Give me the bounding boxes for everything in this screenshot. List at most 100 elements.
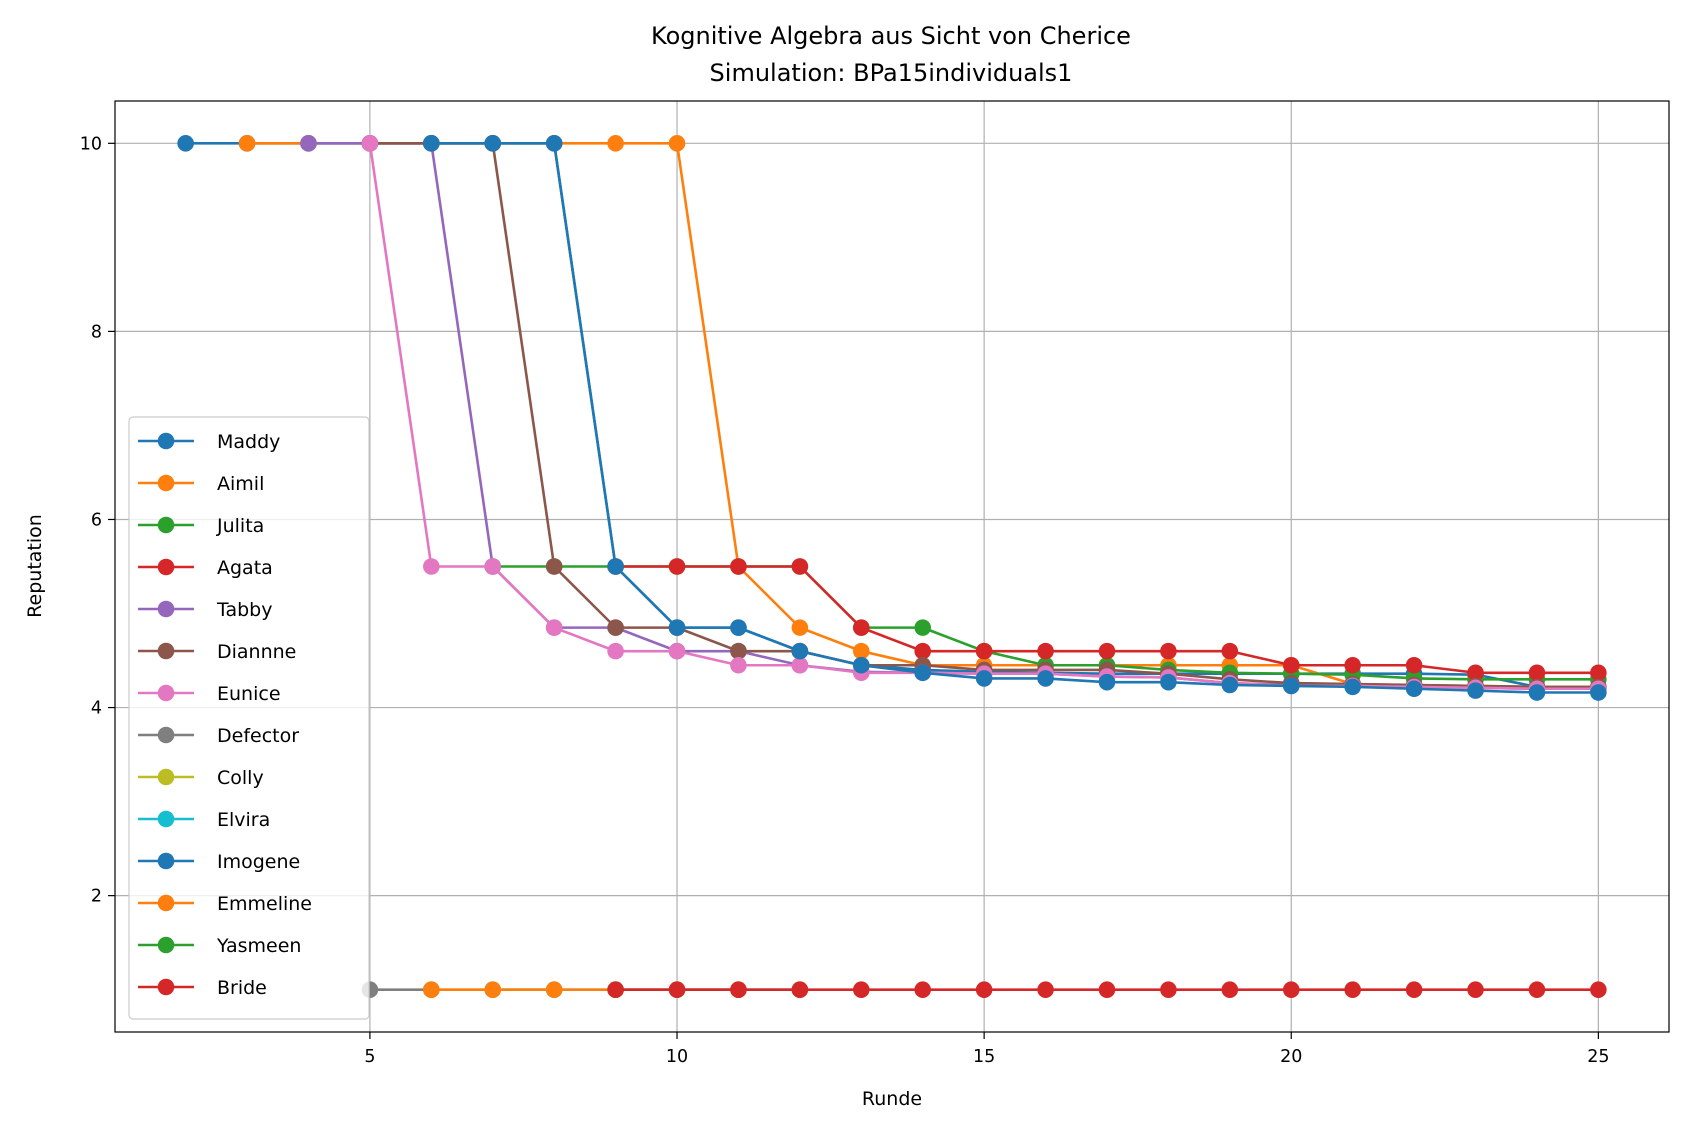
data-point [1098, 642, 1116, 660]
legend-item: Yasmeen [138, 935, 301, 957]
legend-label: Diannne [217, 641, 296, 663]
data-point [852, 642, 870, 660]
legend-label: Agata [217, 557, 273, 579]
data-point [1344, 656, 1361, 674]
y-tick-label: 8 [91, 322, 102, 342]
data-point [668, 642, 686, 660]
x-tick-label: 5 [364, 1047, 375, 1067]
legend-marker [157, 768, 175, 786]
legend-label: Elvira [217, 809, 270, 831]
legend-marker [157, 474, 175, 492]
series-group [177, 135, 1607, 998]
legend-label: Eunice [217, 683, 281, 705]
legend-item: Julita [138, 515, 264, 537]
data-point [668, 135, 686, 152]
data-point [484, 558, 502, 575]
data-point [1590, 981, 1607, 998]
data-point [1160, 642, 1177, 660]
data-point [423, 135, 440, 152]
data-point [607, 642, 624, 660]
data-point [668, 558, 686, 575]
data-point [730, 619, 747, 636]
legend-label: Bride [217, 977, 267, 999]
data-point [361, 135, 379, 152]
data-point [1221, 676, 1239, 694]
data-point [730, 642, 747, 660]
data-point [852, 656, 870, 674]
data-point [177, 135, 194, 152]
legend-marker [157, 852, 175, 870]
chart-subtitle: Simulation: BPa15individuals1 [710, 59, 1073, 87]
data-point [607, 135, 624, 152]
data-point [791, 619, 809, 636]
legend-item: Diannne [138, 641, 296, 663]
legend-label: Yasmeen [216, 935, 301, 957]
data-point [914, 981, 932, 998]
data-point [914, 664, 932, 682]
y-axis-label: Reputation [24, 514, 46, 618]
data-point [975, 670, 993, 687]
y-tick-label: 4 [91, 699, 102, 719]
legend-item: Elvira [138, 809, 270, 831]
data-point [545, 981, 563, 998]
series-line [431, 142, 1599, 694]
data-point [607, 558, 624, 575]
data-point [1282, 677, 1300, 695]
legend-item: Defector [138, 725, 299, 747]
data-point [1528, 981, 1546, 998]
data-point [484, 981, 502, 998]
legend-label: Julita [216, 515, 264, 537]
data-point [914, 642, 932, 660]
legend-label: Imogene [217, 851, 300, 873]
legend: Maddy Aimil Julita Agata Tabby Diannne Eunice D… [128, 416, 370, 1020]
data-point [668, 619, 686, 636]
legend-marker [157, 810, 175, 828]
data-point [1037, 670, 1054, 687]
legend-item: Bride [138, 977, 267, 999]
data-point [730, 981, 747, 998]
data-point [1405, 981, 1423, 998]
data-point [484, 135, 502, 152]
series-agata [607, 558, 1607, 682]
x-axis-label: Runde [862, 1088, 922, 1110]
data-point [668, 981, 686, 998]
legend-marker [157, 684, 175, 702]
data-point [1467, 682, 1484, 699]
axis-ticks: 5 10 15 20 25 2 4 6 8 10 [80, 134, 1610, 1067]
legend-item: Aimil [138, 473, 264, 495]
data-point [1221, 981, 1239, 998]
legend-label: Maddy [217, 431, 280, 453]
x-tick-label: 15 [973, 1047, 995, 1067]
data-point [1098, 981, 1116, 998]
chart-title: Kognitive Algebra aus Sicht von Cherice [651, 22, 1131, 50]
data-point [545, 619, 563, 636]
data-point [730, 558, 747, 575]
legend-label: Tabby [216, 599, 272, 621]
data-point [1405, 656, 1423, 674]
y-tick-label: 6 [91, 510, 102, 530]
legend-item: Agata [138, 557, 273, 579]
legend-label: Defector [217, 725, 299, 747]
legend-item: Maddy [138, 431, 280, 453]
legend-marker [157, 726, 175, 744]
data-point [545, 558, 563, 575]
data-point [975, 642, 993, 660]
legend-label: Emmeline [217, 893, 312, 915]
data-point [1037, 981, 1054, 998]
x-tick-label: 10 [666, 1047, 688, 1067]
legend-marker [157, 894, 175, 912]
legend-marker [157, 432, 175, 450]
data-point [1098, 673, 1116, 691]
legend-label: Colly [217, 767, 264, 789]
data-point [852, 619, 870, 636]
y-tick-label: 2 [91, 887, 102, 907]
legend-marker [157, 642, 175, 660]
data-point [238, 135, 256, 152]
data-point [423, 558, 440, 575]
legend-item: Tabby [138, 599, 272, 621]
data-point [300, 135, 317, 152]
legend-item: Imogene [138, 851, 300, 873]
legend-marker [157, 558, 175, 576]
